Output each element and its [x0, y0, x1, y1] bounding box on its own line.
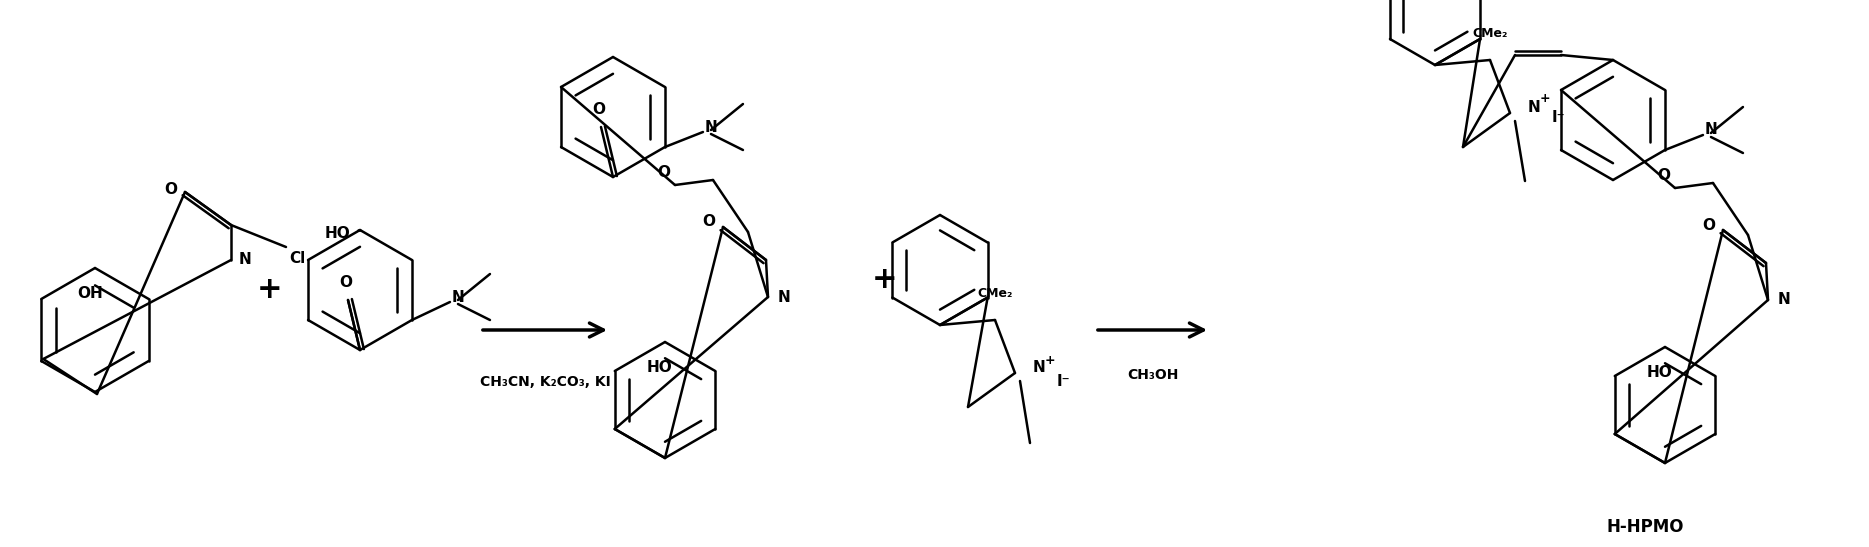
- Text: CH₃CN, K₂CO₃, KI: CH₃CN, K₂CO₃, KI: [480, 375, 611, 389]
- Text: O: O: [658, 165, 669, 180]
- Text: N: N: [1777, 293, 1791, 307]
- Text: +: +: [1540, 91, 1551, 104]
- Text: N: N: [1529, 101, 1540, 115]
- Text: OH: OH: [77, 286, 103, 301]
- Text: O: O: [1658, 168, 1671, 183]
- Text: HO: HO: [1647, 365, 1673, 380]
- Text: O: O: [340, 275, 353, 290]
- Text: CMe₂: CMe₂: [977, 287, 1013, 300]
- Text: +: +: [873, 265, 897, 294]
- Text: N: N: [1705, 123, 1718, 137]
- Text: HO: HO: [647, 360, 673, 375]
- Text: N: N: [239, 253, 252, 267]
- Text: N: N: [1034, 360, 1047, 375]
- Text: Cl: Cl: [290, 251, 305, 266]
- Text: I⁻: I⁻: [1551, 110, 1566, 125]
- Text: O: O: [592, 102, 606, 117]
- Text: N: N: [452, 290, 465, 306]
- Text: +: +: [1045, 354, 1056, 368]
- Text: N: N: [705, 119, 718, 135]
- Text: CMe₂: CMe₂: [1473, 27, 1508, 40]
- Text: O: O: [703, 214, 716, 230]
- Text: I⁻: I⁻: [1058, 374, 1071, 388]
- Text: +: +: [258, 276, 282, 305]
- Text: HO: HO: [323, 225, 350, 241]
- Text: H-HPMO: H-HPMO: [1605, 518, 1684, 536]
- Text: N: N: [778, 289, 791, 305]
- Text: O: O: [164, 182, 178, 196]
- Text: O: O: [1703, 218, 1716, 232]
- Text: CH₃OH: CH₃OH: [1127, 368, 1177, 382]
